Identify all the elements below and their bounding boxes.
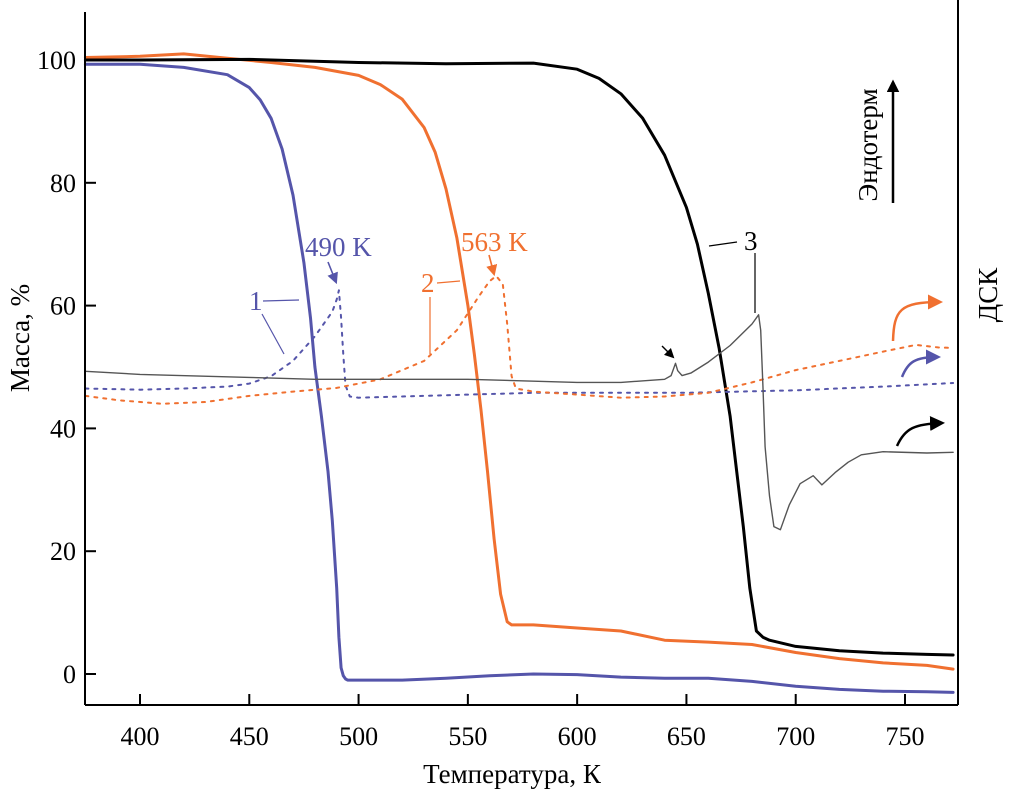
right-axis-title: ДСК [973,267,1003,322]
x-tick-label: 750 [886,722,925,751]
leader-1-dsc [261,313,285,355]
y-tick-label: 0 [63,660,76,689]
x-tick-label: 700 [776,722,815,751]
series-line-1-dsc [84,289,955,399]
y-tick-label: 80 [50,169,76,198]
series-line-2-dsc [84,275,955,405]
y-axis-title: Масса, % [5,284,35,392]
y-tick-label: 20 [50,537,76,566]
x-tick-label: 400 [121,722,160,751]
dsc-axis-arrow-2-icon [891,294,943,342]
x-ticks: 400 450 500 550 600 650 700 750 [121,694,925,751]
label-series-2: 2 [421,268,435,298]
y-tick-label: 40 [50,414,76,443]
series-line-2-tg [83,52,955,671]
x-tick-label: 450 [230,722,269,751]
x-tick-label: 600 [558,722,597,751]
endotherm-label: Эндотерм [853,88,883,201]
x-tick-label: 650 [667,722,706,751]
small-peak-arrow-icon [661,345,675,359]
dsc-axis-arrow-1-icon [900,349,941,378]
series-line-3-dsc [84,314,954,531]
x-axis-title: Температура, К [423,759,602,789]
leader-1-tg [262,299,300,302]
peak-arrow-490-icon [327,261,338,285]
peak-label-490: 490 K [305,232,372,262]
peak-arrow-563-icon [486,254,498,277]
series-layer [83,52,955,694]
leader-2-tg [436,280,461,284]
series-line-3-tg [83,57,955,657]
peak-label-563: 563 K [461,227,528,257]
series-line-1-tg [83,62,955,694]
dsc-axis-arrow-3-icon [895,415,945,447]
x-tick-label: 500 [339,722,378,751]
y-tick-label: 60 [50,292,76,321]
x-tick-label: 550 [448,722,487,751]
label-series-1: 1 [249,286,263,316]
y-tick-label: 100 [37,46,76,75]
leader-3-tg [708,241,738,247]
y-ticks: 0 20 40 60 80 100 [37,46,96,689]
label-series-3: 3 [744,226,758,256]
